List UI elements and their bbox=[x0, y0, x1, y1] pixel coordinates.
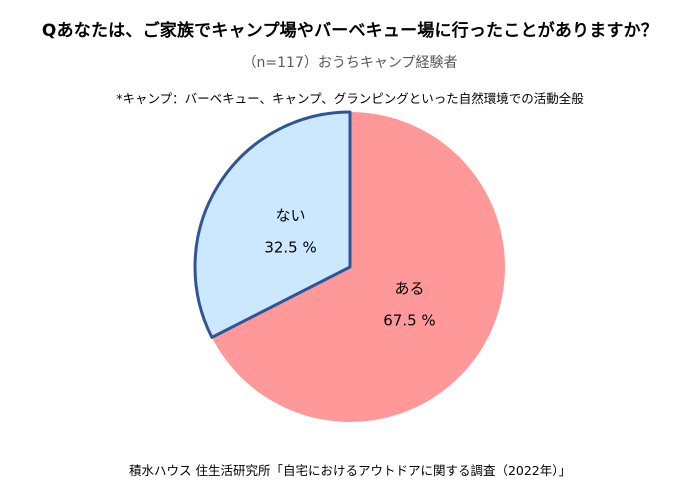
slice-value-aru: 67.5 % bbox=[383, 311, 435, 329]
slice-value-nai: 32.5 % bbox=[264, 239, 316, 257]
pie-chart-container: ある 67.5 % ない 32.5 % bbox=[0, 110, 700, 450]
chart-title: Qあなたは、ご家族でキャンプ場やバーベキュー場に行ったことがありますか？ bbox=[41, 21, 659, 41]
chart-subtitle: （n=117）おうちキャンプ経験者 bbox=[242, 55, 458, 71]
slice-label-nai: ない bbox=[276, 207, 306, 225]
pie-slices bbox=[193, 110, 505, 422]
chart-source: 積水ハウス 住生活研究所「自宅におけるアウトドアに関する調査（2022年）」 bbox=[128, 463, 572, 478]
chart-note: *キャンプ：バーベキュー、キャンプ、グランピングといった自然環境での活動全般 bbox=[116, 91, 584, 106]
pie-chart: ある 67.5 % ない 32.5 % bbox=[193, 110, 505, 422]
pie-slice-nai bbox=[193, 110, 352, 339]
slice-label-aru: ある bbox=[394, 279, 424, 297]
pie-labels: ある 67.5 % ない 32.5 % bbox=[264, 207, 435, 330]
pie-slice-aru bbox=[211, 112, 505, 422]
